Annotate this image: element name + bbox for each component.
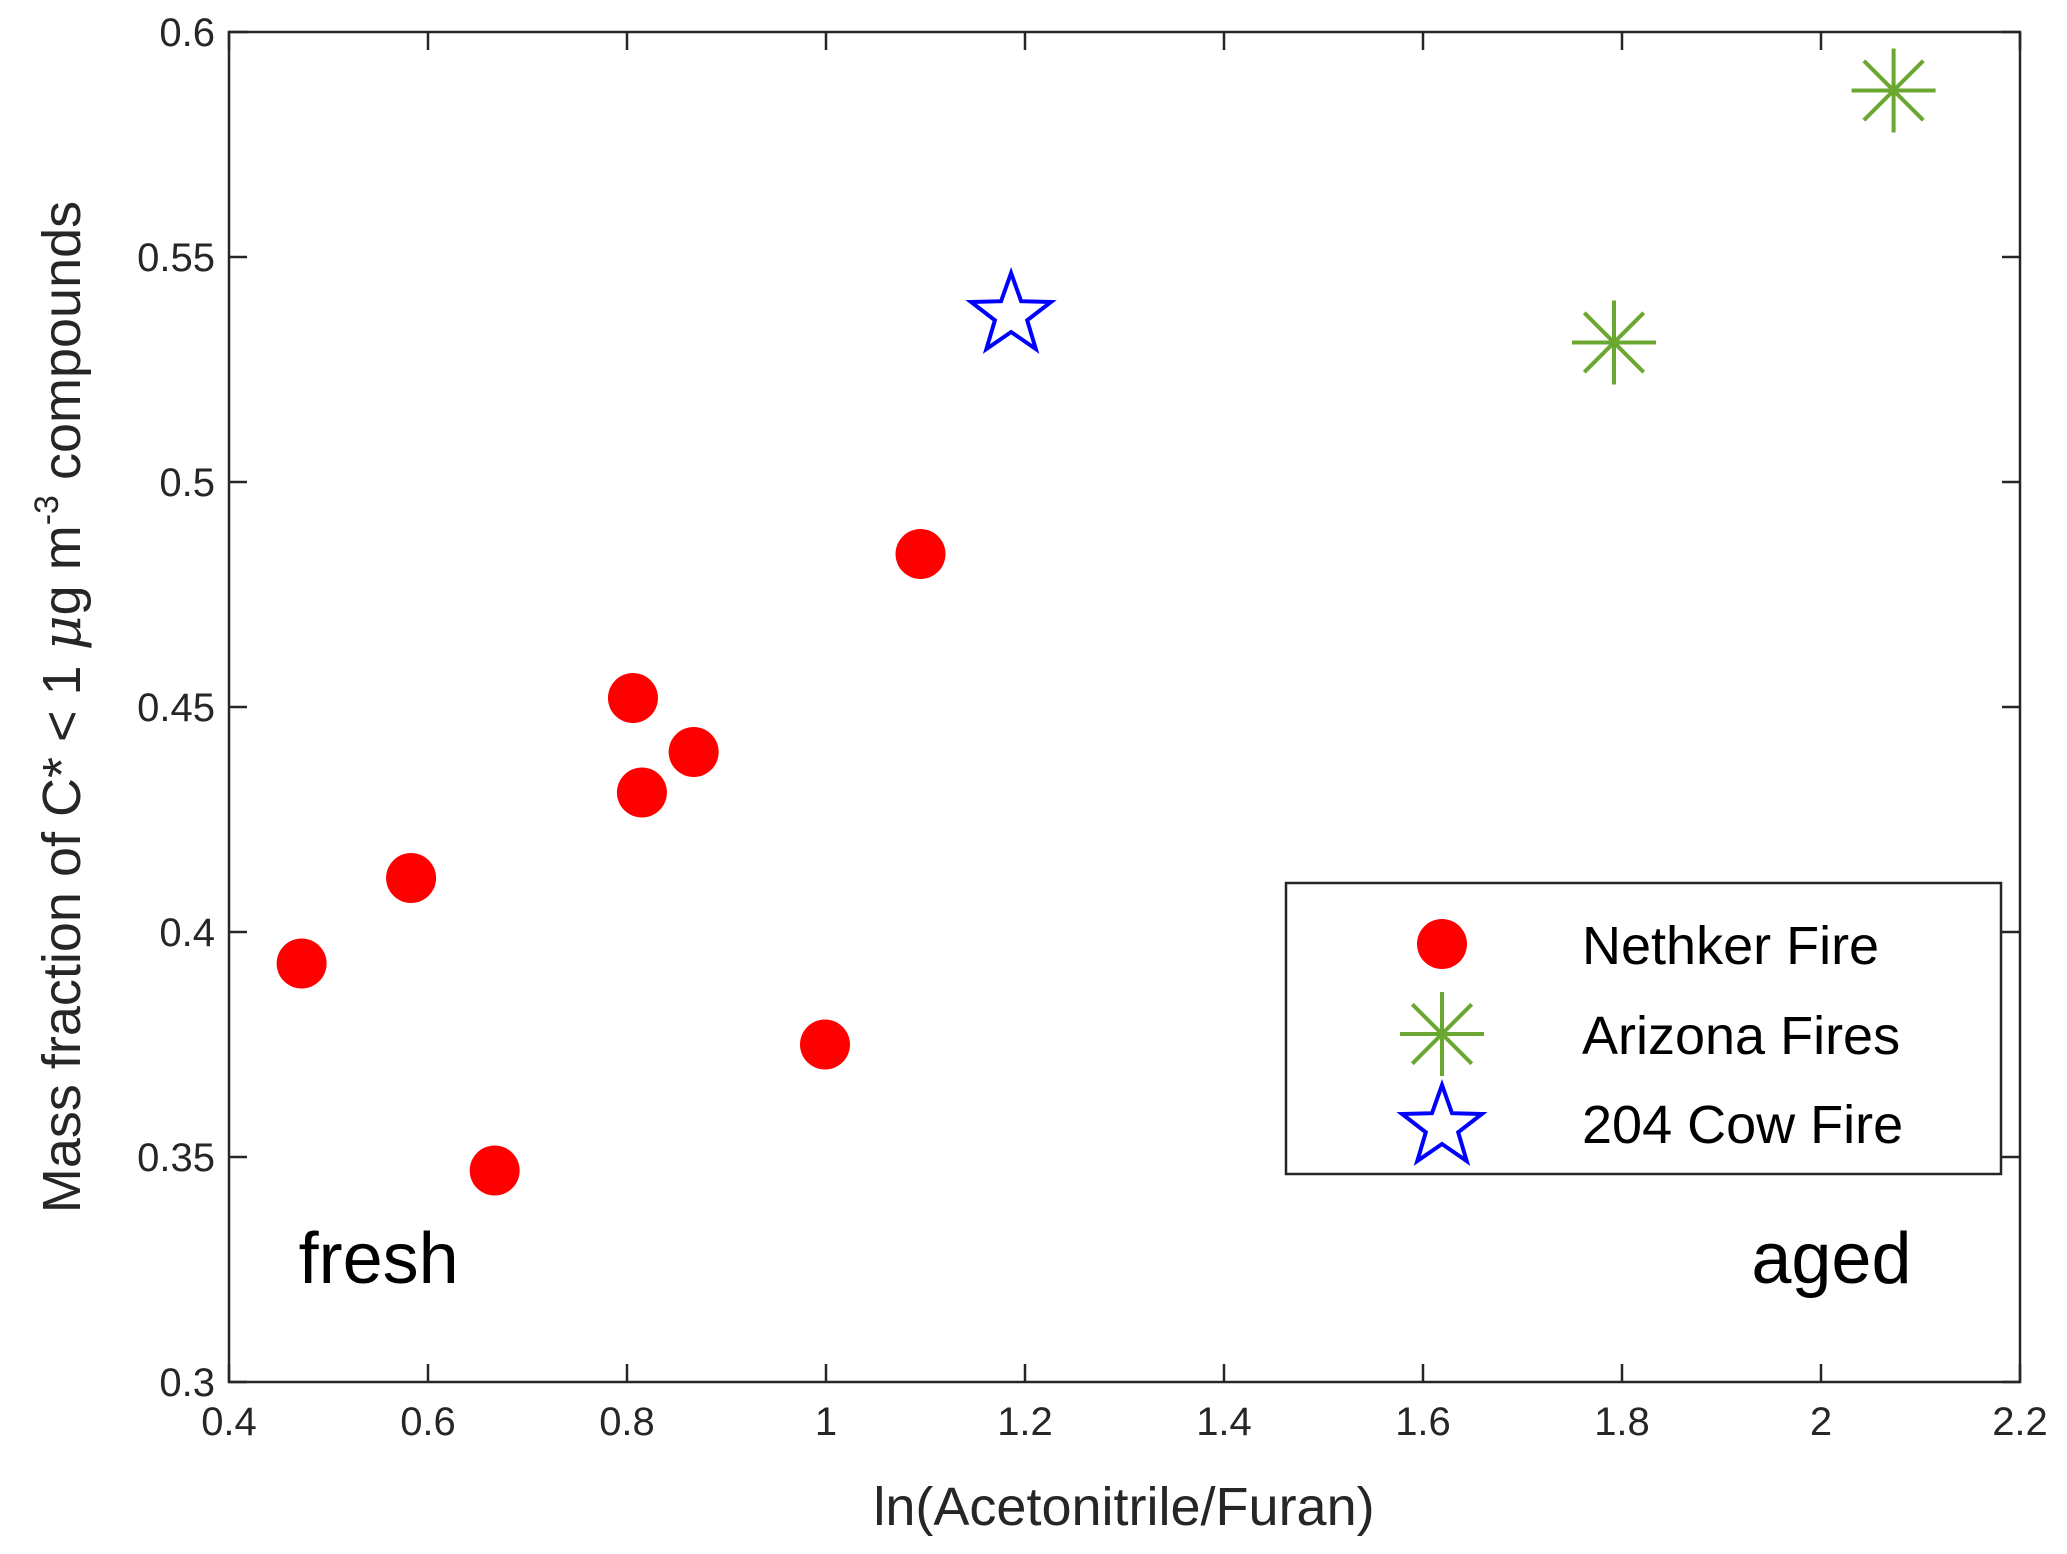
- y-tick-label: 0.3: [159, 1361, 215, 1405]
- y-tick-label: 0.4: [159, 911, 215, 955]
- y-tick-label: 0.45: [137, 686, 215, 730]
- data-point-circle: [895, 529, 946, 579]
- x-tick-label: 0.6: [400, 1400, 456, 1444]
- legend-box: [1284, 881, 2003, 1176]
- legend-marker-star: [1396, 1079, 1488, 1166]
- y-tick-label: 0.35: [137, 1136, 215, 1180]
- data-point-asterisk: [1572, 300, 1656, 385]
- x-axis-title: ln(Acetonitrile/Furan): [873, 1477, 1374, 1537]
- data-point-asterisk: [1851, 48, 1936, 133]
- legend-entries: Nethker Fire Arizona Fires 204 Cow Fire: [1396, 916, 1903, 1166]
- y-axis-title: Mass fraction of C* < 1 μg m-3 compounds: [28, 201, 93, 1213]
- data-point-circle: [469, 1145, 520, 1196]
- x-tick-label: 0.4: [201, 1400, 257, 1444]
- x-tick-label: 1: [815, 1400, 837, 1444]
- x-tick-label: 2: [1810, 1400, 1832, 1444]
- data-point-circle: [668, 727, 719, 777]
- axis-ticks: 0.4 0.6 0.8 1 1.2 1.4 1.6 1.8 2 2.2 0.3 0.35 0.4 0.45…: [137, 11, 2048, 1444]
- data-point-circle: [616, 767, 667, 818]
- legend-label: Nethker Fire: [1582, 916, 1879, 976]
- data-point-circle: [800, 1019, 851, 1070]
- data-point-star: [965, 267, 1057, 354]
- x-tick-label: 1.2: [997, 1400, 1053, 1444]
- data-point-circle: [276, 938, 327, 989]
- annotations: fresh aged: [299, 1219, 1912, 1299]
- x-tick-label: 0.8: [599, 1400, 655, 1444]
- data-point-circle: [607, 673, 658, 723]
- annotation-fresh: fresh: [299, 1219, 459, 1299]
- data-points: [276, 48, 1936, 1196]
- x-tick-label: 1.6: [1395, 1400, 1451, 1444]
- legend-marker-circle: [1417, 919, 1467, 969]
- y-tick-label: 0.6: [159, 11, 215, 55]
- x-tick-label: 2.2: [1992, 1400, 2048, 1444]
- data-point-circle: [386, 853, 437, 903]
- legend-label: 204 Cow Fire: [1582, 1095, 1903, 1155]
- annotation-aged: aged: [1751, 1219, 1911, 1299]
- y-tick-label: 0.55: [137, 236, 215, 280]
- legend: Nethker Fire Arizona Fires 204 Cow Fire: [1284, 881, 2003, 1176]
- x-tick-label: 1.4: [1196, 1400, 1252, 1444]
- legend-marker-asterisk: [1400, 992, 1484, 1076]
- legend-label: Arizona Fires: [1582, 1006, 1900, 1066]
- y-tick-label: 0.5: [159, 461, 215, 505]
- x-tick-label: 1.8: [1594, 1400, 1650, 1444]
